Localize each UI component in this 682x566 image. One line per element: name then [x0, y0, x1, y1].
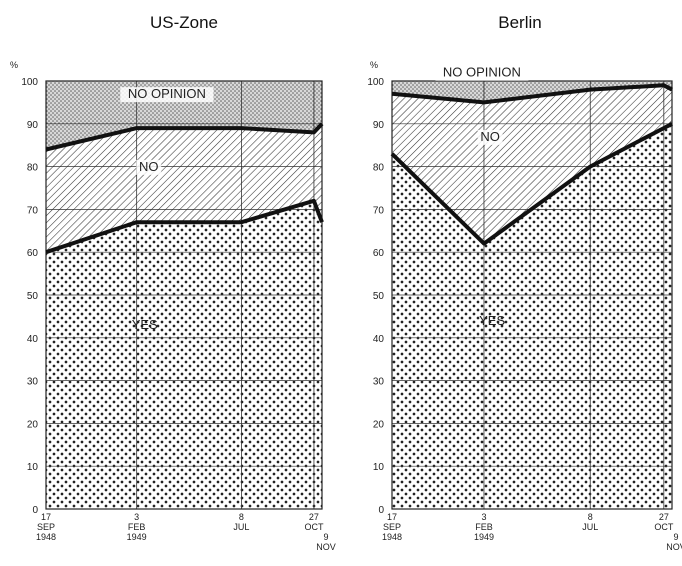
plot-frame	[391, 80, 673, 510]
y-tick-label: 100	[367, 77, 384, 88]
x-tick-label: 3 FEB 1949	[127, 512, 147, 542]
area-yes	[392, 123, 672, 510]
y-tick-label: 0	[32, 505, 38, 516]
series-label-yes: YES	[479, 313, 505, 328]
y-tick-label: 30	[373, 377, 385, 388]
series-line-no	[45, 122, 324, 152]
label-backdrop	[435, 65, 529, 81]
y-tick-label: 80	[373, 163, 385, 174]
chart-title: Berlin	[498, 13, 541, 32]
y-tick-label: 100	[21, 77, 38, 88]
series-label-no-opinion: NO OPINION	[443, 65, 521, 80]
y-tick-label: 20	[27, 419, 39, 430]
plot-frame	[45, 80, 323, 510]
x-tick-label: 3 FEB 1949	[474, 512, 494, 542]
y-tick-label: 30	[27, 377, 39, 388]
y-tick-label: 70	[27, 205, 39, 216]
y-tick-label: 50	[27, 291, 39, 302]
area-no	[392, 85, 672, 244]
y-tick-label: 90	[27, 120, 39, 131]
y-tick-label: 70	[373, 205, 385, 216]
y-tick-label: 10	[373, 462, 385, 473]
y-axis-label: %	[370, 60, 378, 70]
series-label-no-opinion: NO OPINION	[128, 86, 206, 101]
x-tick-label: 17 SEP 1948	[382, 512, 402, 542]
chart-panel-berlin: Berlin % 0 10 20 30 40 50 60 70 80 90 100 17 SEP 194…	[367, 13, 682, 552]
y-tick-label: 50	[373, 291, 385, 302]
label-backdrop	[120, 87, 214, 103]
x-tick-label: 8 JUL	[233, 512, 249, 532]
series-label-no: NO	[480, 129, 500, 144]
label-backdrop	[136, 159, 162, 175]
x-tick-label: 27 OCT	[654, 512, 674, 532]
y-tick-label: 90	[373, 120, 385, 131]
y-axis-label: %	[10, 60, 18, 70]
x-tick-label: 17 SEP 1948	[36, 512, 56, 542]
y-tick-label: 0	[378, 505, 384, 516]
series-line-yes	[390, 122, 673, 246]
label-backdrop	[477, 129, 503, 145]
series-label-no: NO	[139, 159, 159, 174]
chart-panel-us-zone: US-Zone % 0 10 20 30 40 50 60 70 80 90 100 17 SEP 19…	[10, 13, 336, 552]
area-no	[46, 123, 322, 253]
x-tick-label: 8 JUL	[582, 512, 598, 532]
series-label-yes: YES	[132, 317, 158, 332]
y-tick-label: 40	[27, 334, 39, 345]
area-no-opinion	[392, 81, 672, 103]
y-tick-label: 80	[27, 163, 39, 174]
x-tick-label: 27 OCT	[304, 512, 324, 532]
y-tick-label: 60	[373, 248, 385, 259]
y-tick-label: 10	[27, 462, 39, 473]
series-line-yes	[45, 198, 324, 255]
y-tick-label: 20	[373, 419, 385, 430]
y-tick-label: 40	[373, 334, 385, 345]
series-line-no	[391, 83, 673, 105]
area-yes	[46, 200, 322, 510]
y-tick-label: 60	[27, 248, 39, 259]
chart-title: US-Zone	[150, 13, 218, 32]
